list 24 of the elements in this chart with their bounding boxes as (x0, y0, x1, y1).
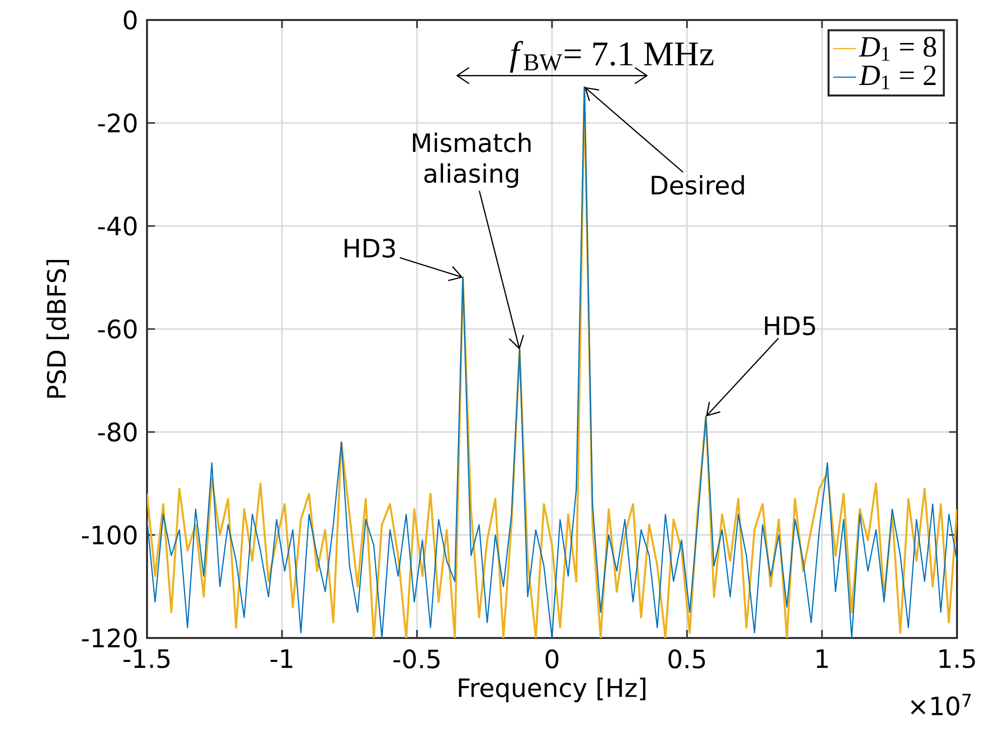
y-tick-label: -120 (82, 628, 137, 648)
y-tick-label: -100 (82, 525, 137, 545)
annotation: HD5 (765, 316, 816, 336)
x-tick-label: 0.5 (668, 649, 705, 669)
y-axis-title: PSD [dBFS] (46, 260, 69, 398)
x-tick-label: 1 (816, 649, 828, 668)
annotation: Mismatch aliasing (412, 132, 531, 188)
x-axis-title: Frequency [Hz] (458, 678, 646, 702)
y-tick-label: -40 (98, 216, 137, 236)
annotation: HD3 (344, 238, 395, 258)
y-tick-label: -80 (98, 422, 137, 442)
y-tick-label: 0 (124, 10, 137, 30)
y-tick-label: -20 (98, 113, 137, 133)
legend-label: D$_{1}$ = 8 (858, 36, 936, 61)
x-tick-label: -1 (270, 649, 292, 668)
annotation: f$_{BW}$= 7.1 MHz (510, 40, 714, 73)
x-tick-label: -0.5 (394, 649, 440, 669)
text: ×10$^{7}$ (910, 694, 971, 716)
legend-label: D$_{1}$ = 2 (858, 66, 936, 90)
x-tick-label: 0 (546, 649, 558, 669)
x-tick-label: -1.5 (124, 649, 170, 668)
x-tick-label: 1.5 (940, 649, 975, 668)
annotation: Desired (652, 175, 744, 195)
y-tick-label: -60 (98, 319, 137, 339)
